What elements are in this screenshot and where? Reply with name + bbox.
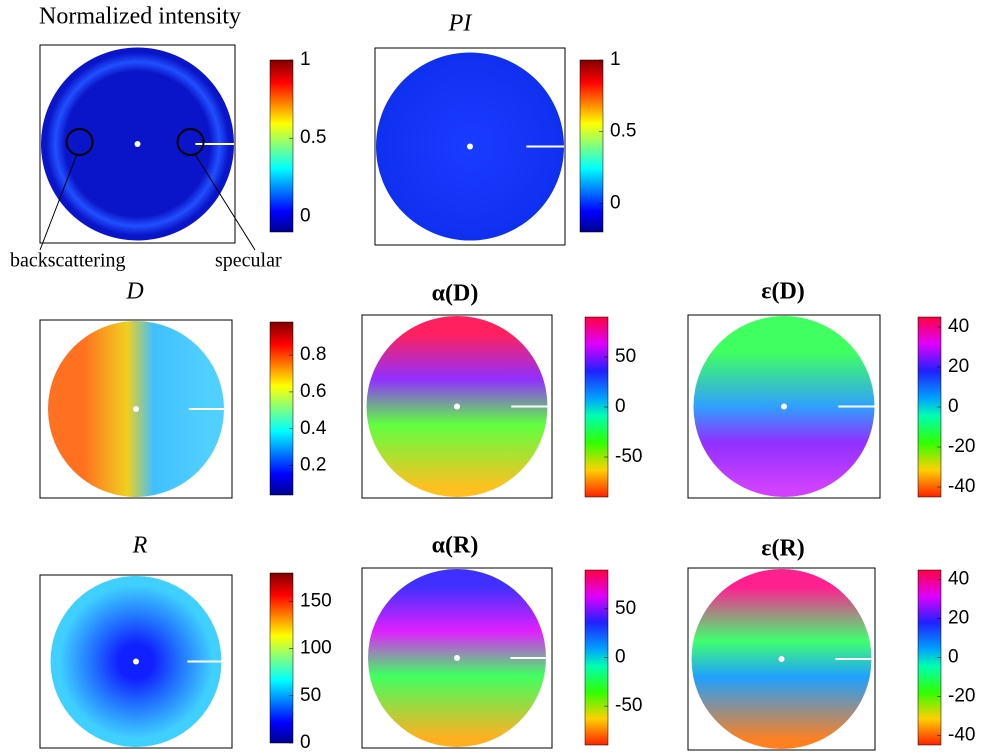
annotation-circle	[65, 128, 94, 156]
center-dot	[778, 656, 785, 662]
panel-title: R	[132, 533, 148, 559]
colorbar-tick-label: 20	[948, 608, 969, 629]
colorbar-tick-label: 0	[948, 647, 959, 668]
colorbar-tick-label: -50	[615, 446, 642, 467]
colorbar-tick-label: -20	[948, 685, 975, 706]
colorbar-tick-label: 0.4	[300, 418, 327, 439]
colorbar	[579, 59, 604, 233]
center-dot	[134, 141, 141, 147]
annotation-leader	[195, 154, 256, 251]
center-dot	[133, 406, 139, 412]
colorbar-tick-label: 40	[948, 569, 969, 590]
panel-title: PI	[448, 11, 473, 37]
colorbar-tick-label: 100	[300, 638, 332, 659]
center-dot	[454, 403, 460, 410]
colorbar-tick-label: 50	[615, 346, 636, 367]
annotation-label: specular	[215, 250, 282, 272]
center-dot	[454, 655, 460, 661]
colorbar	[269, 321, 294, 496]
colorbar-tick-label: 1	[610, 49, 621, 70]
colorbar-tick-label: 0.6	[300, 381, 326, 402]
colorbar-tick-label: 0	[300, 732, 311, 752]
panel-title: α(R)	[432, 533, 479, 559]
panel-title: α(D)	[432, 281, 479, 307]
colorbar-tick-label: 50	[300, 685, 321, 706]
panel-title: ε(R)	[761, 536, 805, 562]
colorbar-tick-label: 0	[948, 396, 959, 417]
colorbar-tick-label: 0	[300, 205, 311, 226]
colorbar-tick-label: 0	[615, 647, 626, 668]
colorbar-tick-label: -20	[948, 436, 975, 457]
colorbar-tick-label: 0	[610, 192, 621, 213]
colorbar-tick-label: 20	[948, 356, 969, 377]
colorbar	[269, 59, 294, 233]
panel-title: Normalized intensity	[39, 4, 241, 30]
colorbar-tick-label: 0.8	[300, 344, 326, 365]
colorbar-tick-label: 50	[615, 598, 636, 619]
panel-title: D	[125, 279, 143, 305]
center-dot	[781, 403, 787, 410]
colorbar-tick-label: -40	[948, 724, 975, 745]
colorbar-tick-label: 0	[615, 396, 626, 417]
colorbar	[269, 572, 294, 744]
colorbar-tick-label: 40	[948, 316, 969, 337]
annotation-circle	[176, 128, 205, 156]
colorbar-tick-label: -50	[615, 695, 642, 716]
center-dot	[467, 143, 473, 150]
colorbar-tick-label: 0.5	[300, 127, 326, 148]
colorbar-tick-label: -40	[948, 476, 975, 497]
colorbar-tick-label: 0.5	[610, 121, 636, 142]
colorbar-tick-label: 150	[300, 590, 332, 611]
panel-title: ε(D)	[761, 279, 805, 305]
center-dot	[133, 658, 139, 665]
annotation-label: backscattering	[10, 250, 126, 272]
annotation-leader	[39, 154, 78, 251]
colorbar-tick-label: 1	[300, 49, 311, 70]
colorbar-tick-label: 0.2	[300, 455, 326, 476]
